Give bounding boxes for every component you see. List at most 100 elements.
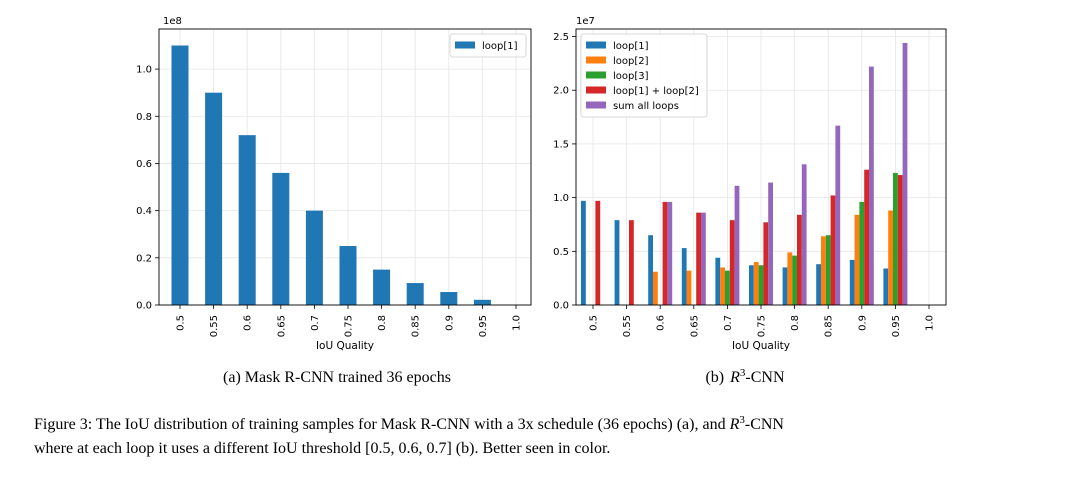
x-tick-label: 0.95 <box>478 315 489 337</box>
x-tick-label: 0.75 <box>757 315 768 337</box>
bar-loop-1--0.6 <box>648 235 653 305</box>
chart-a-caption: (a) Mask R-CNN trained 36 epochs <box>223 369 451 386</box>
figure-caption-math: R <box>729 416 740 433</box>
figure-caption-sup: 3 <box>739 414 745 426</box>
bar-loop-1--0.8 <box>782 267 788 305</box>
bar-loop-1-loop-2--0.55 <box>629 220 634 305</box>
x-tick-label: 0.9 <box>857 315 868 331</box>
x-tick-label: 0.9 <box>444 315 455 331</box>
chart-b-caption-math: R <box>729 369 740 386</box>
chart-b: 0.0 0.5 1.0 1.5 2.0 2.5 0.5 0.55 0.6 0.65 0.7 0.75… <box>553 16 947 386</box>
x-tick-label: 0.55 <box>622 315 633 337</box>
legend-label: loop[2] <box>613 56 649 67</box>
bar-loop-1--0.85 <box>816 264 821 305</box>
bar-loop-2--0.8 <box>787 252 793 305</box>
legend-box <box>580 33 708 118</box>
chart-a-x-axis-label: IoU Quality <box>316 340 374 352</box>
legend-swatch <box>455 41 475 49</box>
bar-loop-2--0.7 <box>720 267 725 305</box>
bar-loop-1-loop-2--0.9 <box>864 169 869 305</box>
bar-loop-2--0.95 <box>888 210 893 305</box>
y-tick-label: 0.8 <box>136 112 152 123</box>
y-tick-label: 0.2 <box>136 253 152 264</box>
x-tick-label: 0.55 <box>209 315 220 337</box>
y-tick-label: 0.4 <box>136 206 152 217</box>
y-tick-label: 2.0 <box>553 86 569 97</box>
figure-caption-line-1: Figure 3: The IoU distribution of traini… <box>34 414 784 433</box>
bar-loop-1--0.65 <box>681 248 687 305</box>
bar-loop-3--0.9 <box>859 201 865 305</box>
bar-loop-2--0.75 <box>753 262 759 305</box>
x-tick-label: 1.0 <box>512 315 523 331</box>
x-tick-label: 0.75 <box>344 315 355 337</box>
bar-loop-1-loop-2--0.8 <box>797 214 802 305</box>
chart-b-caption-sup: 3 <box>740 367 746 379</box>
bar-loop-3--0.8 <box>792 255 797 305</box>
bar-loop-2--0.6 <box>653 271 658 305</box>
y-tick-label: 0.0 <box>136 301 152 312</box>
bar-sum-all-loops-0.75 <box>768 182 773 305</box>
bar-loop-1--0.95 <box>883 268 889 305</box>
x-tick-label: 0.85 <box>411 315 422 337</box>
bar-loop-1--0.75 <box>339 246 357 305</box>
bar-loop-3--0.7 <box>725 270 730 305</box>
x-tick-label: 0.7 <box>723 315 734 331</box>
legend-label: sum all loops <box>613 101 679 112</box>
bar-loop-1-loop-2--0.85 <box>830 195 836 305</box>
y-tick-label: 0.5 <box>553 247 569 258</box>
bar-sum-all-loops-0.9 <box>869 66 874 305</box>
legend-swatch <box>586 71 606 79</box>
legend-label: loop[1] <box>482 41 518 52</box>
figure-caption-suffix: -CNN <box>745 416 785 433</box>
chart-a-y-ticks: 0.0 0.2 0.4 0.6 0.8 1.0 <box>136 65 159 312</box>
bar-loop-1-loop-2--0.75 <box>763 222 769 305</box>
bar-loop-1--0.8 <box>373 269 391 305</box>
bar-loop-1--0.55 <box>614 220 620 305</box>
legend-swatch <box>586 101 606 109</box>
legend-box <box>449 33 527 58</box>
bar-loop-2--0.9 <box>854 214 860 305</box>
y-tick-label: 0.0 <box>553 301 569 312</box>
legend-label: loop[1] <box>613 41 649 52</box>
legend-swatch <box>586 56 606 64</box>
x-tick-label: 0.6 <box>243 315 254 331</box>
y-tick-label: 1.0 <box>553 193 569 204</box>
x-tick-label: 0.8 <box>790 315 801 331</box>
bar-sum-all-loops-0.7 <box>734 185 740 305</box>
bar-loop-1--0.55 <box>205 92 223 305</box>
legend-label: loop[3] <box>613 71 649 82</box>
chart-a-x-ticks: 0.5 0.55 0.6 0.65 0.7 0.75 0.8 0.85 0.9 0.95 1.0 <box>176 305 523 337</box>
y-tick-label: 1.0 <box>136 65 152 76</box>
bar-loop-1--0.75 <box>749 265 754 305</box>
chart-b-y-ticks: 0.0 0.5 1.0 1.5 2.0 2.5 <box>553 32 576 312</box>
chart-a: 0.0 0.2 0.4 0.6 0.8 1.0 0.5 0.55 0.6 0.65 0.7 0.75… <box>136 16 532 386</box>
x-tick-label: 0.85 <box>824 315 835 337</box>
chart-b-bars <box>581 42 908 306</box>
bar-loop-1--0.7 <box>715 257 721 305</box>
bar-loop-1--0.5 <box>171 45 189 306</box>
bar-sum-all-loops-0.8 <box>801 164 807 305</box>
bar-loop-1--0.65 <box>272 172 290 305</box>
bar-loop-1--0.5 <box>581 200 586 305</box>
x-tick-label: 0.65 <box>689 315 700 337</box>
bar-loop-3--0.85 <box>825 235 831 305</box>
chart-a-legend: loop[1] <box>449 33 527 58</box>
bar-loop-1--0.85 <box>406 283 424 305</box>
bar-loop-1--0.9 <box>849 259 855 305</box>
bar-loop-3--0.95 <box>893 172 898 305</box>
chart-b-caption: (b) R3-CNN <box>705 367 784 386</box>
chart-b-x-axis-label: IoU Quality <box>732 340 790 352</box>
figure-caption-prefix: Figure 3: The IoU distribution of traini… <box>34 416 730 433</box>
bar-loop-1--0.9 <box>440 292 458 305</box>
x-tick-label: 1.0 <box>925 315 936 331</box>
bar-sum-all-loops-0.85 <box>835 125 841 306</box>
figure-caption-line-2: where at each loop it uses a different I… <box>34 440 610 457</box>
bar-loop-1-loop-2--0.95 <box>897 175 903 305</box>
bar-sum-all-loops-0.95 <box>902 42 908 305</box>
bar-loop-2--0.85 <box>821 236 826 305</box>
legend-swatch <box>586 41 606 49</box>
x-tick-label: 0.5 <box>589 315 600 331</box>
bar-loop-1-loop-2--0.65 <box>696 212 701 305</box>
bar-loop-1-loop-2--0.6 <box>662 201 668 305</box>
